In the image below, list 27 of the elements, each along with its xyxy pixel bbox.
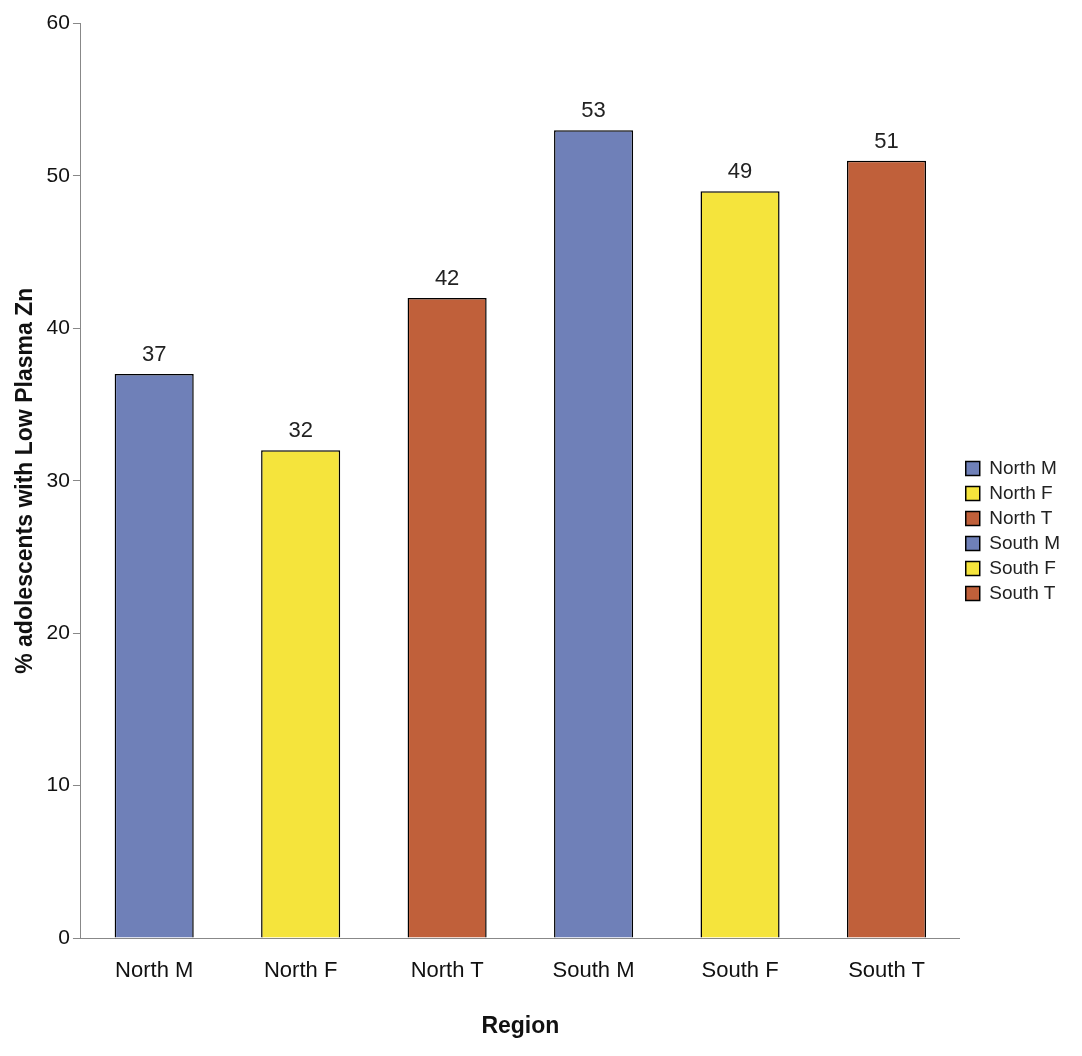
y-tick-label: 40 [46,315,70,339]
y-axis-title: % adolescents with Low Plasma Zn [11,287,38,674]
legend-label: South M [989,531,1061,553]
legend-label: South T [989,581,1056,603]
legend-label: North F [989,481,1053,503]
x-tick-label: South T [848,957,925,983]
legend-label: North T [989,506,1053,528]
data-label: 37 [141,341,167,367]
x-axis-title: Region [481,1011,560,1038]
data-label: 32 [288,417,313,443]
data-label: 42 [434,264,460,290]
legend-label: South F [989,556,1056,578]
x-tick-label: North F [263,957,338,983]
data-label: 53 [581,97,606,123]
x-tick-label: South F [701,957,779,983]
data-label: 51 [874,127,899,153]
data-label: 49 [727,158,753,184]
y-tick-label: 60 [46,10,70,34]
y-tick-label: 0 [58,924,70,948]
y-tick-label: 30 [46,467,70,491]
x-tick-label: South M [552,957,635,983]
y-tick-label: 10 [46,772,70,796]
legend-label: North M [989,456,1057,478]
x-tick-label: North M [115,957,194,983]
y-tick-label: 50 [46,162,70,186]
y-tick-label: 20 [46,620,70,643]
x-tick-label: North T [410,957,484,983]
